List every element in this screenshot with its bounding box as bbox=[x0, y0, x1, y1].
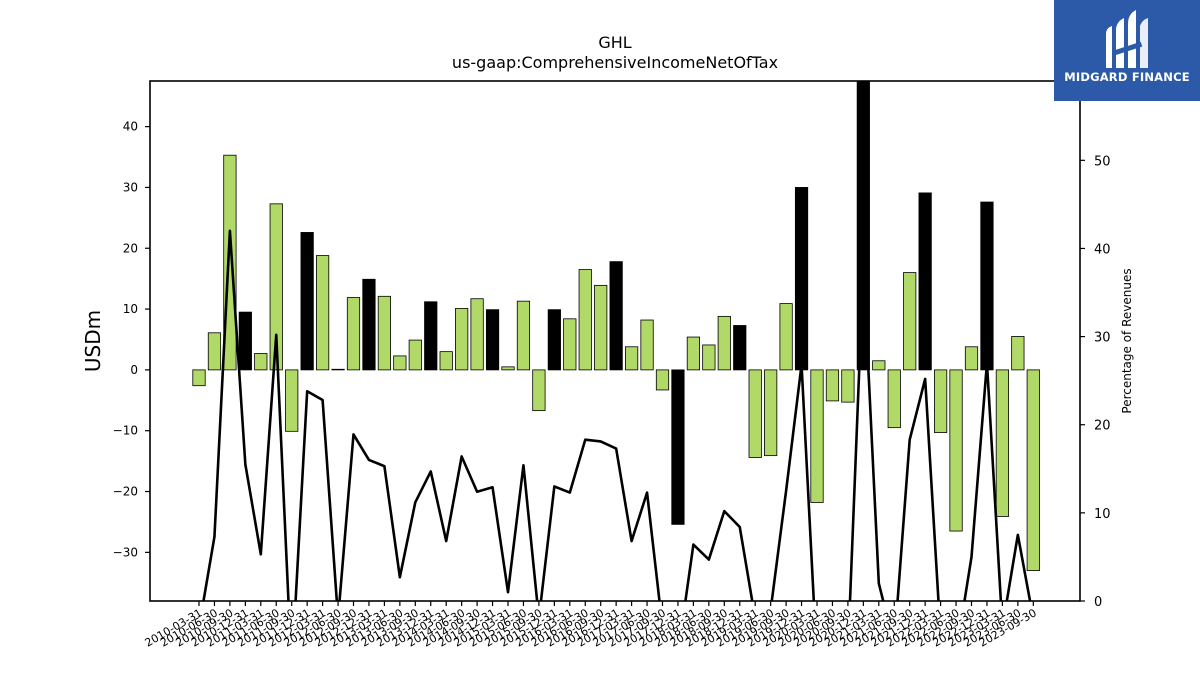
bar-2012-09-30 bbox=[346, 297, 361, 371]
chart-title: GHL bbox=[598, 33, 631, 52]
bar-2020-06-30 bbox=[825, 369, 840, 402]
bar-2017-12-31 bbox=[671, 369, 685, 525]
bar-2010-06-30 bbox=[207, 332, 222, 371]
bar-2021-09-30 bbox=[903, 272, 917, 371]
y-tick-label: 10 bbox=[123, 302, 138, 316]
axes-layer: −30−20−10010203040010203040502010-03-312… bbox=[113, 80, 1111, 650]
y-axis-label: USDm bbox=[81, 310, 105, 372]
bar-2015-12-31 bbox=[547, 309, 561, 371]
y2-tick-label: 40 bbox=[1094, 242, 1111, 257]
bar-2020-12-31 bbox=[856, 81, 870, 371]
bar-2010-03-31 bbox=[192, 369, 206, 387]
bar-2013-03-31 bbox=[377, 295, 392, 371]
plot-frame bbox=[149, 80, 1081, 602]
y2-tick-label: 30 bbox=[1094, 331, 1111, 346]
chart-subtitle: us-gaap:ComprehensiveIncomeNetOfTax bbox=[452, 53, 778, 72]
y-tick-label: −30 bbox=[113, 545, 138, 559]
bar-2017-03-31 bbox=[625, 346, 639, 371]
bar-2018-06-30 bbox=[702, 344, 716, 371]
bar-2016-12-31 bbox=[609, 261, 623, 371]
bar-2015-09-30 bbox=[532, 369, 546, 412]
bar-2022-06-30 bbox=[949, 369, 963, 532]
bar-2019-12-31 bbox=[794, 187, 809, 371]
bar-2022-09-30 bbox=[964, 346, 979, 371]
bar-2014-09-30 bbox=[470, 298, 484, 371]
midgard-m-icon bbox=[1106, 10, 1148, 68]
bar-2019-03-31 bbox=[748, 369, 762, 458]
bar-2023-06-30 bbox=[1011, 336, 1025, 371]
brand-name: MIDGARD FINANCE bbox=[1064, 70, 1190, 84]
bar-2017-09-30 bbox=[655, 369, 670, 391]
bar-2011-06-30 bbox=[269, 203, 283, 371]
bar-2012-03-31 bbox=[315, 255, 330, 371]
bar-2014-12-31 bbox=[485, 309, 500, 371]
y-tick-label: 0 bbox=[130, 363, 138, 377]
bar-2018-09-30 bbox=[717, 315, 731, 371]
bar-2021-12-31 bbox=[918, 192, 932, 371]
bars-layer bbox=[192, 81, 1040, 571]
y-tick-label: 40 bbox=[123, 120, 138, 134]
bar-2018-12-31 bbox=[733, 325, 747, 371]
y-tick-label: −10 bbox=[113, 424, 138, 438]
bar-2020-09-30 bbox=[841, 369, 855, 403]
y2-tick-label: 50 bbox=[1094, 154, 1111, 169]
bar-2019-09-30 bbox=[779, 303, 793, 371]
bar-2013-09-30 bbox=[408, 339, 422, 371]
bar-2018-03-31 bbox=[686, 336, 701, 371]
bar-2013-06-30 bbox=[393, 355, 407, 371]
y2-axis-label: Percentage of Revenues bbox=[1120, 268, 1134, 413]
bar-2016-09-30 bbox=[594, 284, 608, 371]
y2-tick-label: 20 bbox=[1094, 419, 1111, 434]
bar-2013-12-31 bbox=[424, 301, 438, 371]
bar-2010-12-31 bbox=[238, 311, 252, 371]
y-tick-label: 30 bbox=[123, 180, 138, 194]
bar-2020-03-31 bbox=[810, 369, 824, 503]
bar-2021-03-31 bbox=[872, 360, 886, 371]
bar-2012-06-30 bbox=[331, 368, 345, 371]
y2-tick-label: 0 bbox=[1094, 595, 1102, 610]
y-tick-label: −20 bbox=[113, 485, 138, 499]
bar-2011-03-31 bbox=[254, 353, 268, 371]
line-layer bbox=[202, 229, 1032, 601]
bar-2015-06-30 bbox=[516, 300, 531, 371]
bar-2016-03-31 bbox=[563, 318, 577, 371]
bar-2023-09-30 bbox=[1026, 369, 1040, 571]
bar-2011-09-30 bbox=[285, 369, 299, 432]
bar-2014-06-30 bbox=[455, 308, 469, 371]
y2-tick-label: 10 bbox=[1094, 507, 1111, 522]
bar-2017-06-30 bbox=[640, 319, 654, 371]
bar-2019-06-30 bbox=[764, 369, 778, 457]
bar-2022-03-31 bbox=[934, 369, 948, 433]
y-tick-label: 20 bbox=[123, 241, 138, 255]
midgard-finance-logo: MIDGARD FINANCE bbox=[1054, 0, 1200, 101]
bar-2023-03-31 bbox=[995, 369, 1010, 517]
bar-2012-12-31 bbox=[362, 278, 376, 371]
bar-2011-12-31 bbox=[300, 232, 314, 371]
bar-2021-06-30 bbox=[887, 369, 901, 429]
bar-2016-06-30 bbox=[578, 269, 592, 371]
bar-2015-03-31 bbox=[501, 366, 515, 371]
bar-2022-12-31 bbox=[980, 201, 994, 371]
pct-of-revenues-line bbox=[202, 229, 1032, 601]
bar-2014-03-31 bbox=[439, 351, 453, 371]
